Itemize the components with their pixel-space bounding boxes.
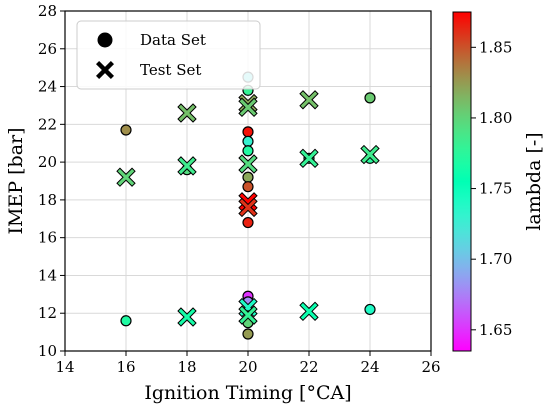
- x-tick-label: 14: [55, 358, 74, 376]
- y-tick-label: 28: [38, 2, 57, 20]
- y-tick-label: 18: [38, 191, 57, 209]
- legend-label-test-set: Test Set: [140, 61, 201, 79]
- y-tick-label: 22: [38, 115, 57, 133]
- colorbar-ticks: 1.65 1.70 1.75 1.80 1.85: [471, 38, 512, 339]
- colorbar-gradient: [452, 11, 472, 352]
- legend-box: [76, 20, 261, 90]
- data-point: [364, 303, 376, 316]
- y-axis-label: IMEP [bar]: [5, 127, 27, 234]
- x-tick-label: 26: [421, 358, 440, 376]
- x-tick-label: 16: [116, 358, 135, 376]
- data-point: [120, 124, 132, 136]
- y-tick-label: 12: [38, 304, 57, 322]
- data-point: [242, 126, 254, 138]
- y-tick-label: 14: [38, 266, 57, 284]
- test-point: [238, 305, 258, 325]
- colorbar-tick-label: 1.80: [479, 109, 512, 127]
- x-axis-label: Ignition Timing [°CA]: [144, 382, 351, 404]
- test-point: [116, 167, 136, 187]
- data-point: [242, 171, 254, 183]
- colorbar-tick-label: 1.85: [479, 38, 512, 56]
- test-point: [360, 144, 380, 165]
- data-point: [242, 135, 254, 147]
- data-point: [242, 145, 254, 157]
- data-point: [364, 92, 376, 104]
- y-axis-ticks: 10 12 14 16 18 20 22 24 26 28: [38, 2, 65, 360]
- y-tick-label: 10: [38, 342, 57, 360]
- test-point: [238, 97, 258, 118]
- y-tick-label: 24: [38, 78, 57, 96]
- data-point: [120, 315, 132, 327]
- colorbar-tick-label: 1.70: [479, 250, 512, 268]
- y-tick-label: 20: [38, 153, 57, 171]
- test-point: [177, 156, 197, 176]
- legend-circle-marker: [97, 32, 113, 48]
- y-tick-label: 26: [38, 40, 57, 58]
- x-axis-ticks: 14 16 18 20 22 24 26: [55, 351, 441, 376]
- test-point: [177, 307, 197, 327]
- legend-label-data-set: Data Set: [140, 31, 206, 49]
- test-point: [299, 301, 319, 322]
- data-set-points: [120, 71, 376, 340]
- colorbar-tick-label: 1.75: [479, 180, 512, 198]
- test-point: [177, 103, 197, 123]
- legend: Data Set Test Set: [76, 20, 261, 90]
- test-point: [299, 148, 319, 169]
- colorbar-label: lambda [-]: [523, 132, 545, 230]
- legend-x-marker: [96, 61, 114, 79]
- colorbar: 1.65 1.70 1.75 1.80 1.85 lambda [-]: [452, 11, 545, 352]
- test-set-points: [116, 90, 380, 327]
- x-tick-label: 22: [299, 358, 318, 376]
- test-point: [238, 197, 258, 218]
- data-point: [242, 216, 254, 229]
- test-point: [299, 90, 319, 110]
- data-point: [242, 328, 254, 340]
- test-point: [238, 154, 258, 174]
- colorbar-tick-label: 1.65: [479, 321, 512, 339]
- data-point: [242, 181, 254, 193]
- x-tick-label: 24: [360, 358, 379, 376]
- y-tick-label: 16: [38, 229, 57, 247]
- x-tick-label: 20: [238, 358, 257, 376]
- x-tick-label: 18: [177, 358, 196, 376]
